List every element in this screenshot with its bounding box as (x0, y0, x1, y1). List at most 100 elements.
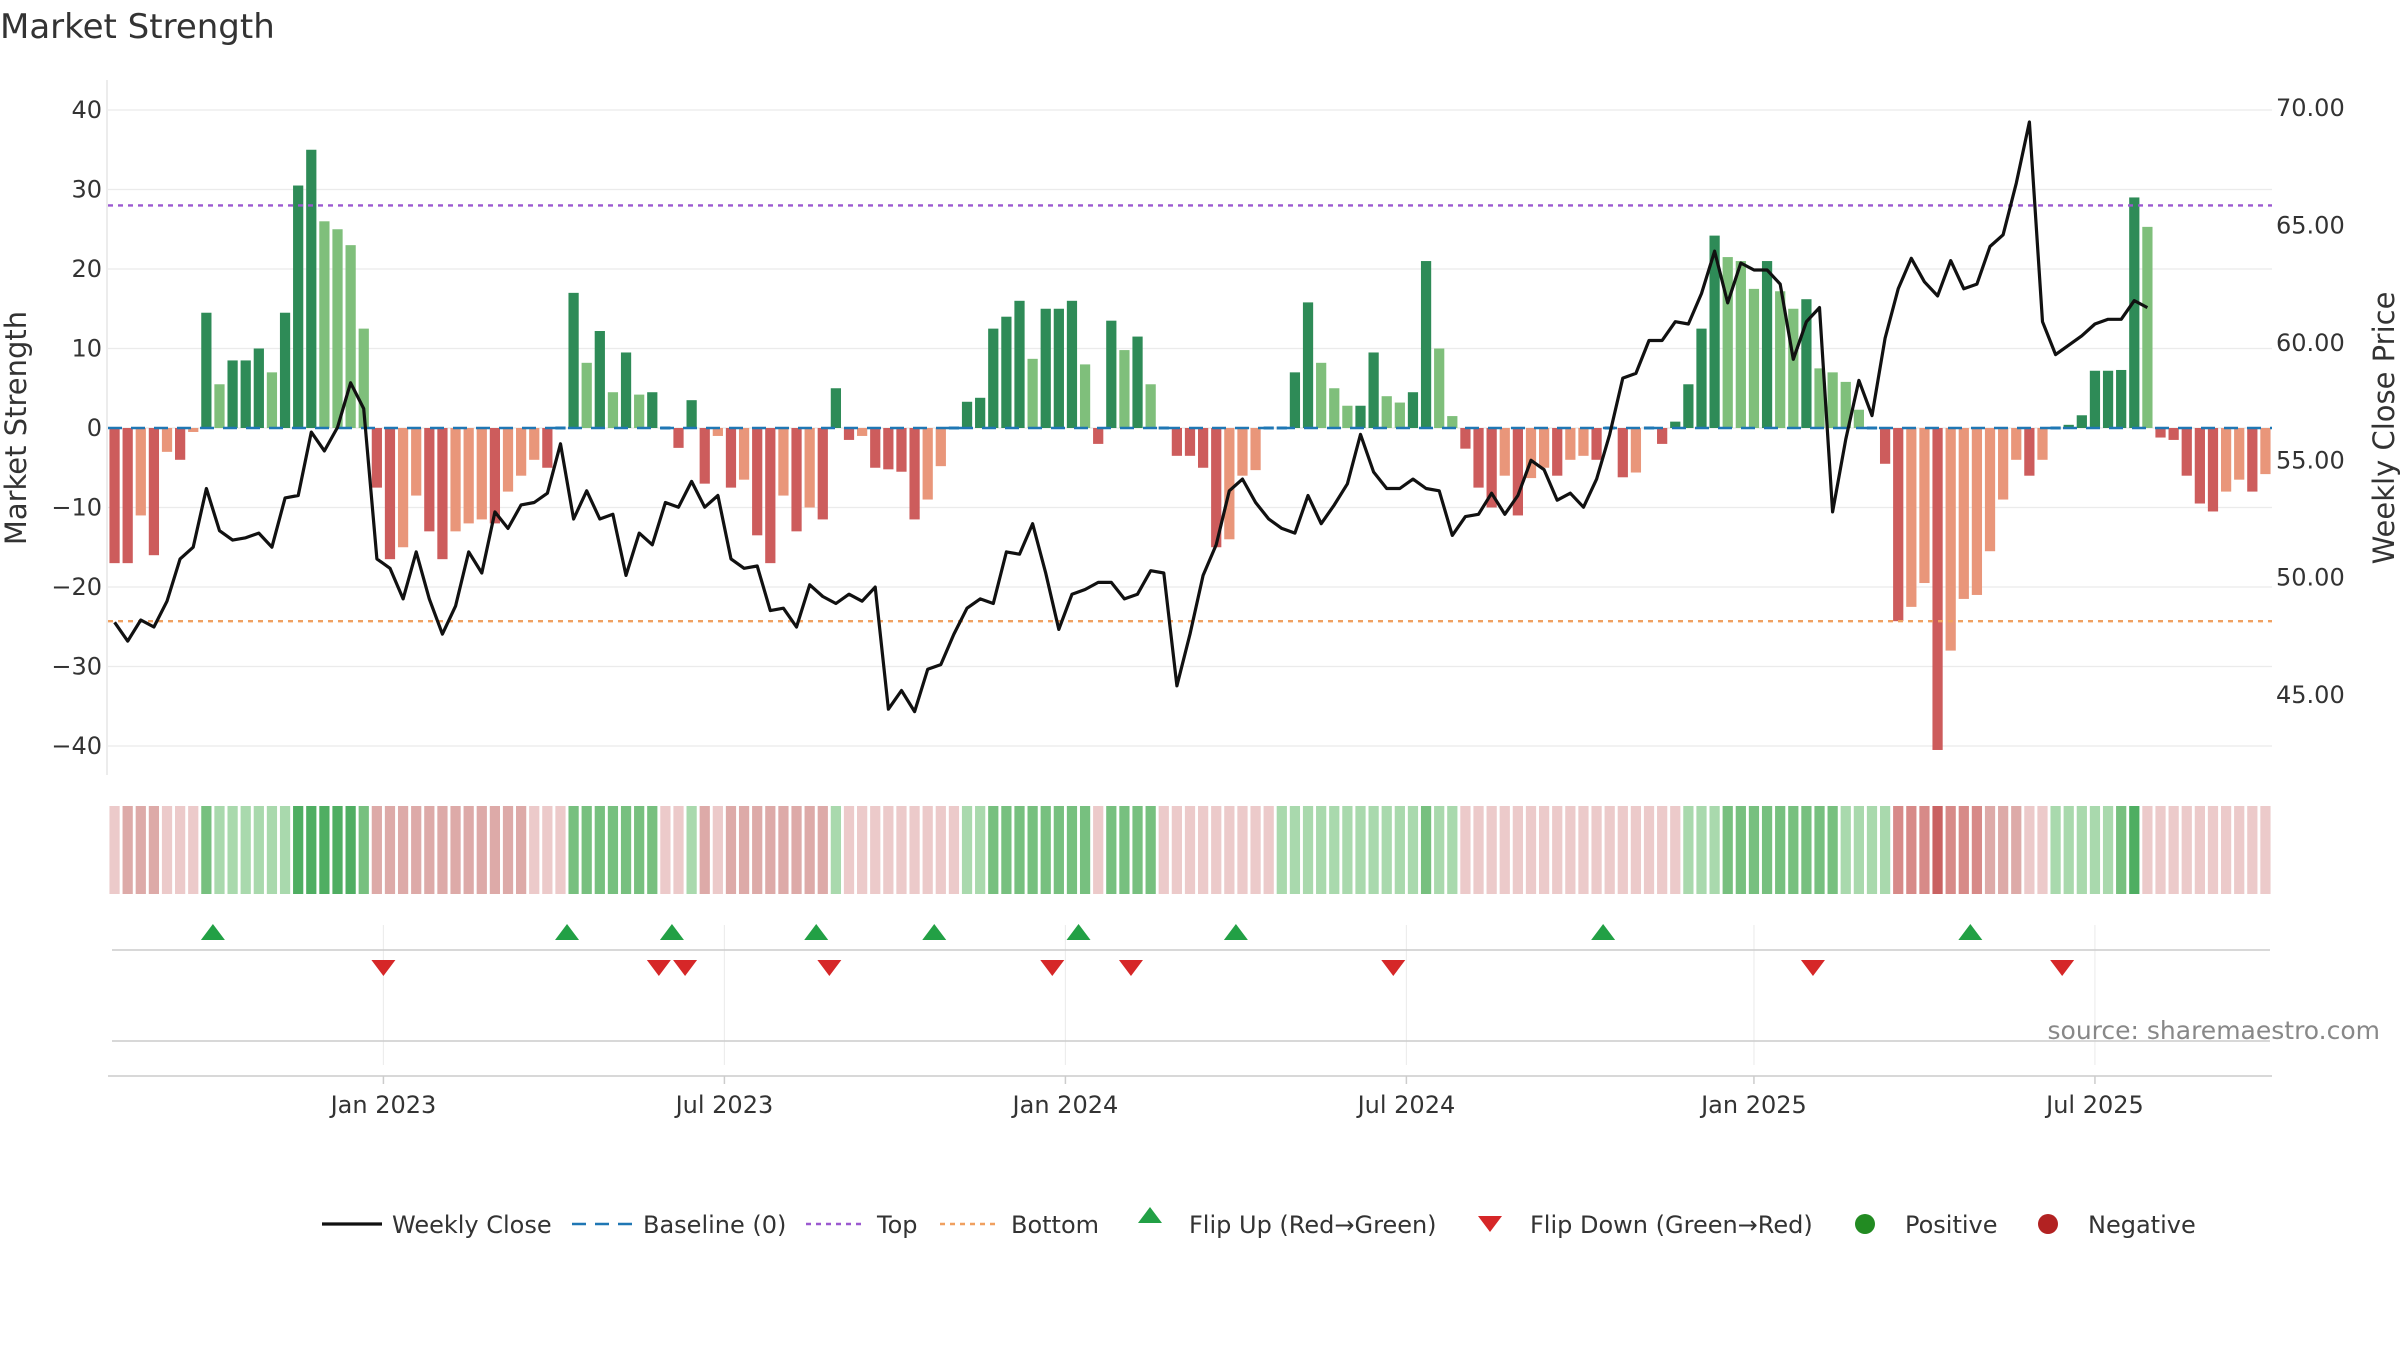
strip-cell (620, 806, 632, 894)
strip-cell (1237, 806, 1248, 894)
strip-cell (738, 806, 750, 894)
y-tick-label: 0 (87, 414, 102, 442)
strip-cell (1748, 806, 1760, 894)
strip-cell (1552, 806, 1563, 894)
strength-bar (1984, 428, 1996, 552)
strength-bar (2155, 428, 2166, 438)
strip-cell (476, 806, 487, 894)
strip-cell (1657, 806, 1668, 894)
strip-cell (817, 806, 828, 894)
strength-bar (1683, 384, 1694, 428)
strip-cell (1381, 806, 1392, 894)
strip-cell (1879, 806, 1891, 894)
strip-cell (1893, 806, 1904, 894)
strip-cell (922, 806, 933, 894)
strip-cell (1119, 806, 1130, 894)
strip-cell (909, 806, 920, 894)
strip-cell (319, 806, 330, 894)
strip-cell (411, 806, 422, 894)
strip-cell (1827, 806, 1838, 894)
strip-cell (1866, 806, 1878, 894)
legend-flip-down-label: Flip Down (Green→Red) (1530, 1211, 1813, 1239)
strip-cell (1460, 806, 1471, 894)
strip-cell (961, 806, 973, 894)
strength-bar (450, 428, 461, 532)
strength-bar (1407, 392, 1419, 428)
strength-bar (2116, 369, 2127, 428)
strip-cell (529, 806, 540, 894)
strength-bar (1538, 428, 1550, 468)
strength-bar (896, 428, 907, 472)
flip-up-marker (1066, 924, 1091, 940)
strength-bar (1709, 235, 1720, 428)
strip-cell (1224, 806, 1235, 894)
strip-cell (607, 806, 619, 894)
strength-bar (1040, 308, 1051, 428)
strip-cell (279, 806, 291, 894)
strip-cell (1998, 806, 2009, 894)
strip-cell (502, 806, 514, 894)
strength-bar (870, 428, 881, 468)
strip-cell (1093, 806, 1104, 894)
strength-bar (1027, 358, 1038, 428)
y2-tick-label: 50.00 (2276, 564, 2345, 592)
strip-cell (1473, 806, 1484, 894)
strip-cell (686, 806, 697, 894)
flip-up-marker (200, 924, 225, 940)
strip-cell (1027, 806, 1038, 894)
flip-down-marker (2050, 960, 2075, 976)
strip-cell (1512, 806, 1523, 894)
strength-bar (1525, 428, 1537, 479)
strip-cell (1420, 806, 1432, 894)
flip-down-marker (817, 960, 842, 976)
strip-cell (2116, 806, 2127, 894)
strength-bar (1014, 300, 1025, 428)
strip-cell (1630, 806, 1642, 894)
strip-cell (253, 806, 264, 894)
strip-cell (1040, 806, 1051, 894)
strength-bar (1512, 428, 1523, 516)
strength-bar (2063, 424, 2074, 428)
strength-bar (1473, 428, 1484, 488)
strength-bar (830, 388, 842, 428)
strength-bar (397, 428, 409, 548)
strip-cell (2234, 806, 2245, 894)
x-tick-label: Jul 2023 (674, 1091, 774, 1119)
x-tick-label: Jan 2023 (329, 1091, 437, 1119)
strip-cell (778, 806, 789, 894)
strip-cell (358, 806, 369, 894)
strip-cell (293, 806, 304, 894)
y2-tick-label: 70.00 (2276, 94, 2345, 122)
strength-bar (175, 428, 186, 460)
strip-cell (424, 806, 435, 894)
strength-bar (922, 428, 933, 500)
strength-bar (266, 372, 278, 428)
strip-cell (227, 806, 238, 894)
strip-cell (935, 806, 946, 894)
strength-bar (358, 328, 369, 428)
strip-cell (2063, 806, 2074, 894)
strip-cell (2089, 806, 2101, 894)
strength-bar (2076, 415, 2087, 428)
strength-bar (948, 426, 960, 430)
strip-cell (896, 806, 907, 894)
flip-down-marker (1381, 960, 1406, 976)
strip-cell (1198, 806, 1209, 894)
strength-bar (935, 428, 946, 467)
flip-up-marker (659, 924, 684, 940)
strip-cell (266, 806, 278, 894)
strip-cell (843, 806, 855, 894)
strength-bar (332, 229, 343, 428)
strength-bar (975, 397, 986, 428)
strength-bar (909, 428, 920, 520)
strip-cell (1984, 806, 1996, 894)
strip-cell (634, 806, 645, 894)
strip-cell (437, 806, 448, 894)
strip-cell (948, 806, 960, 894)
strength-bar (1184, 428, 1196, 456)
strip-cell (857, 806, 868, 894)
strength-bar (2142, 226, 2153, 428)
strip-cell (2168, 806, 2179, 894)
